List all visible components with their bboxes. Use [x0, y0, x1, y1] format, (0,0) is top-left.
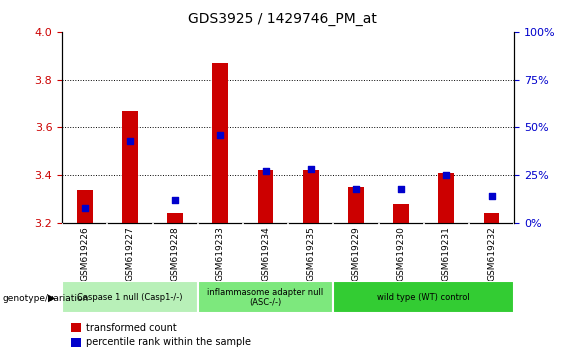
Text: ▶: ▶	[48, 293, 55, 303]
FancyBboxPatch shape	[198, 281, 333, 313]
Text: Caspase 1 null (Casp1-/-): Caspase 1 null (Casp1-/-)	[77, 293, 182, 302]
Text: inflammasome adapter null
(ASC-/-): inflammasome adapter null (ASC-/-)	[207, 288, 324, 307]
Text: GSM619235: GSM619235	[306, 226, 315, 281]
Point	[216, 132, 225, 138]
Bar	[348, 187, 364, 223]
Point	[487, 193, 496, 199]
Bar	[122, 111, 138, 223]
Bar	[212, 63, 228, 223]
Text: GDS3925 / 1429746_PM_at: GDS3925 / 1429746_PM_at	[188, 12, 377, 27]
Point	[351, 186, 360, 192]
Bar	[393, 204, 409, 223]
FancyBboxPatch shape	[62, 281, 198, 313]
Point	[171, 197, 180, 203]
Bar	[484, 213, 499, 223]
Text: genotype/variation: genotype/variation	[3, 293, 89, 303]
Text: GSM619233: GSM619233	[216, 226, 225, 281]
Text: GSM619232: GSM619232	[487, 226, 496, 281]
Bar	[77, 189, 93, 223]
Text: GSM619229: GSM619229	[351, 226, 360, 281]
Bar	[258, 170, 273, 223]
Bar	[71, 323, 81, 332]
Text: GSM619227: GSM619227	[125, 226, 134, 281]
Text: GSM619230: GSM619230	[397, 226, 406, 281]
Bar	[167, 213, 183, 223]
Point	[442, 172, 451, 178]
FancyBboxPatch shape	[333, 281, 514, 313]
Point	[306, 167, 315, 172]
Text: GSM619231: GSM619231	[442, 226, 451, 281]
Text: percentile rank within the sample: percentile rank within the sample	[86, 337, 251, 347]
Text: transformed count: transformed count	[86, 322, 176, 332]
Bar	[71, 338, 81, 347]
Text: GSM619226: GSM619226	[80, 226, 89, 281]
Bar	[438, 173, 454, 223]
Point	[80, 205, 89, 211]
Text: GSM619228: GSM619228	[171, 226, 180, 281]
Bar	[303, 170, 319, 223]
Text: wild type (WT) control: wild type (WT) control	[377, 293, 470, 302]
Point	[261, 169, 270, 174]
Point	[397, 186, 406, 192]
Point	[125, 138, 134, 144]
Text: GSM619234: GSM619234	[261, 226, 270, 281]
